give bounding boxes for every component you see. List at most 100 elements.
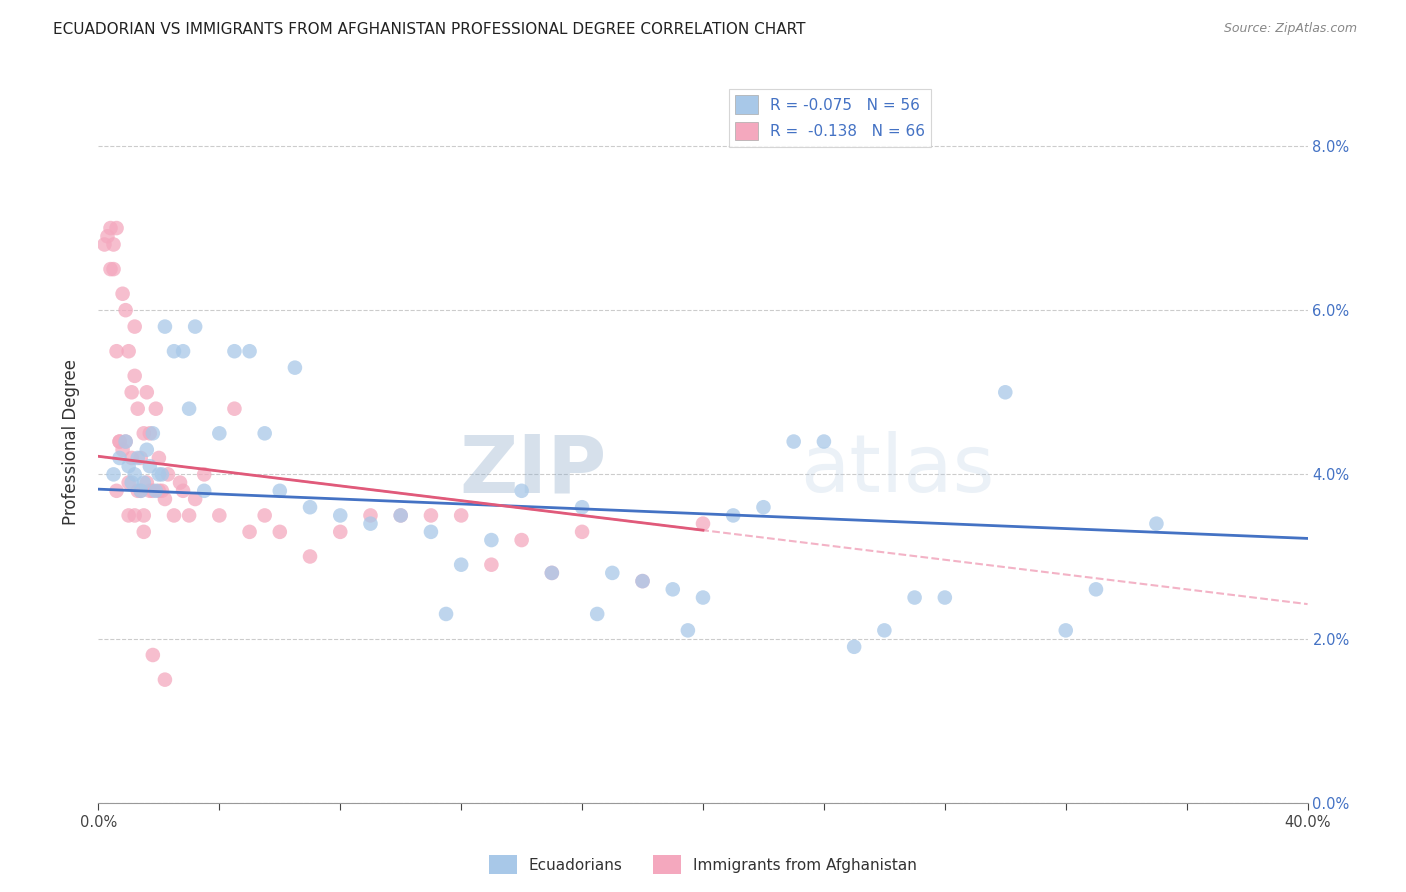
Point (510, 483, 533, 498)
Point (118, 475, 141, 490)
Text: ECUADORIAN VS IMMIGRANTS FROM AFGHANISTAN PROFESSIONAL DEGREE CORRELATION CHART: ECUADORIAN VS IMMIGRANTS FROM AFGHANISTA… (53, 22, 806, 37)
Point (121, 385, 143, 400)
Point (121, 475, 143, 490)
Point (253, 426, 276, 441)
Point (631, 574, 654, 588)
Point (329, 524, 352, 539)
Point (150, 467, 173, 482)
Point (540, 566, 562, 580)
Point (139, 483, 162, 498)
Point (105, 344, 128, 359)
Point (239, 524, 262, 539)
Point (193, 483, 215, 498)
Text: atlas: atlas (800, 432, 994, 509)
Point (253, 508, 276, 523)
Point (145, 401, 167, 416)
Point (105, 483, 128, 498)
Point (132, 524, 155, 539)
Point (631, 574, 654, 588)
Point (571, 524, 593, 539)
Point (100, 262, 122, 277)
Point (420, 508, 443, 523)
Point (813, 434, 835, 449)
Point (184, 491, 207, 506)
Point (145, 483, 167, 498)
Point (299, 549, 322, 564)
Point (150, 483, 173, 498)
Point (208, 426, 231, 441)
Point (224, 344, 246, 359)
Point (139, 459, 162, 474)
Point (904, 591, 927, 605)
Point (100, 221, 122, 235)
Point (142, 648, 165, 662)
Point (124, 467, 146, 482)
Point (329, 508, 352, 523)
Point (118, 344, 141, 359)
Point (114, 434, 136, 449)
Point (420, 524, 443, 539)
Point (163, 344, 186, 359)
Point (127, 450, 149, 465)
Point (127, 401, 149, 416)
Legend: Ecuadorians, Immigrants from Afghanistan: Ecuadorians, Immigrants from Afghanistan (484, 849, 922, 880)
Point (269, 524, 291, 539)
Point (172, 344, 194, 359)
Point (129, 483, 152, 498)
Point (360, 516, 382, 531)
Point (586, 607, 609, 621)
Point (676, 624, 699, 638)
Point (93, 237, 115, 252)
Point (873, 624, 896, 638)
Point (269, 483, 291, 498)
Point (96, 229, 118, 244)
Point (111, 286, 134, 301)
Point (124, 508, 146, 523)
Point (132, 508, 155, 523)
Point (114, 434, 136, 449)
Point (108, 450, 131, 465)
Point (142, 483, 165, 498)
Point (208, 508, 231, 523)
Point (692, 591, 714, 605)
Point (224, 401, 246, 416)
Point (994, 385, 1017, 400)
Point (148, 483, 170, 498)
Point (783, 434, 806, 449)
Point (481, 558, 503, 572)
Point (179, 508, 201, 523)
Point (661, 582, 683, 597)
Point (153, 319, 176, 334)
Point (103, 237, 125, 252)
Point (169, 475, 191, 490)
Point (132, 426, 155, 441)
Point (389, 508, 412, 523)
Point (153, 491, 176, 506)
Point (105, 221, 128, 235)
Point (723, 508, 745, 523)
Point (108, 434, 131, 449)
Point (692, 516, 714, 531)
Point (118, 508, 141, 523)
Point (139, 426, 162, 441)
Point (124, 319, 146, 334)
Point (510, 533, 533, 547)
Point (153, 673, 176, 687)
Point (118, 459, 141, 474)
Point (135, 385, 157, 400)
Point (934, 591, 956, 605)
Point (1085, 582, 1108, 597)
Point (124, 368, 146, 383)
Legend: R = -0.075   N = 56, R =  -0.138   N = 66: R = -0.075 N = 56, R = -0.138 N = 66 (728, 89, 931, 146)
Point (481, 533, 503, 547)
Point (1054, 624, 1077, 638)
Text: ZIP: ZIP (458, 432, 606, 509)
Point (142, 426, 165, 441)
Point (129, 483, 152, 498)
Point (450, 558, 472, 572)
Point (148, 467, 170, 482)
Point (103, 262, 125, 277)
Point (389, 508, 412, 523)
Point (148, 450, 170, 465)
Point (434, 607, 457, 621)
